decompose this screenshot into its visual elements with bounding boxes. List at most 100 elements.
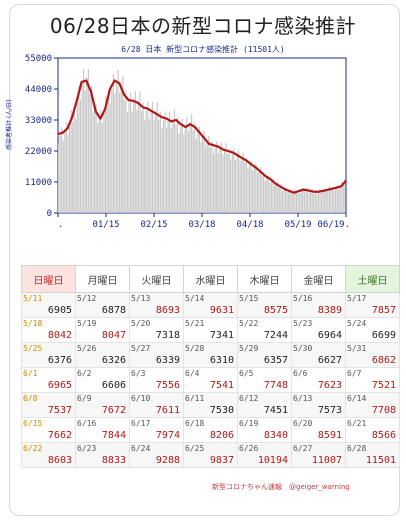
weekday-header: 金曜日 xyxy=(291,265,346,293)
day-estimate: 6699 xyxy=(371,330,396,341)
data-bar xyxy=(230,159,232,213)
data-bar xyxy=(90,86,93,213)
day-date: 6/27 xyxy=(293,444,313,453)
y-tick-label: 0 xyxy=(47,209,52,219)
calendar-day-cell: 5/25 6376 xyxy=(21,342,76,368)
data-bar xyxy=(306,188,309,213)
data-bar xyxy=(286,192,288,213)
day-estimate: 9631 xyxy=(209,305,234,316)
data-bar xyxy=(97,123,99,213)
y-tick-label: 22000 xyxy=(25,147,52,157)
calendar-day-cell: 5/11 6905 xyxy=(21,292,76,318)
data-bar xyxy=(166,127,168,213)
calendar-day-cell: 6/9 7672 xyxy=(75,392,130,418)
calendar-day-cell: 5/27 6339 xyxy=(129,342,184,368)
data-bar xyxy=(299,193,301,213)
data-bar xyxy=(151,101,154,213)
weekday-header: 水曜日 xyxy=(183,265,238,293)
data-bar xyxy=(137,100,139,213)
day-estimate: 7611 xyxy=(155,405,180,416)
data-bar xyxy=(183,134,185,213)
data-bar xyxy=(313,192,315,213)
calendar-week-row: 6/1 6965 6/2 6606 6/3 7556 6/4 7541 6/5 7748 6/6 76… xyxy=(21,367,400,393)
calendar-day-cell: 6/16 7844 xyxy=(75,417,130,443)
calendar-day-cell: 6/24 9288 xyxy=(129,442,184,468)
data-bar xyxy=(175,124,177,213)
calendar-day-cell: 6/5 7748 xyxy=(237,367,292,393)
data-bar xyxy=(325,191,327,213)
data-bar xyxy=(134,90,136,213)
data-bar xyxy=(217,153,219,213)
calendar-day-cell: 5/18 8042 xyxy=(21,317,76,343)
data-bar xyxy=(156,102,158,213)
calendar-day-cell: 6/20 8591 xyxy=(291,417,346,443)
day-date: 5/27 xyxy=(131,344,151,353)
day-date: 6/12 xyxy=(239,394,259,403)
day-estimate: 7521 xyxy=(371,380,396,391)
calendar-day-cell: 5/17 7857 xyxy=(345,292,400,318)
data-bar xyxy=(120,84,122,213)
calendar-header-row: 日曜日 月曜日 火曜日 水曜日 木曜日 金曜日 土曜日 xyxy=(21,265,400,293)
data-bar xyxy=(314,190,316,213)
x-tick-label: 03/18 xyxy=(188,220,215,230)
data-bar xyxy=(128,102,130,213)
day-date: 5/23 xyxy=(293,319,313,328)
day-date: 5/21 xyxy=(185,319,205,328)
x-tick-label: . xyxy=(58,220,63,230)
day-date: 6/5 xyxy=(239,369,254,378)
data-bar xyxy=(148,119,150,213)
calendar-day-cell: 6/11 7530 xyxy=(183,392,238,418)
day-date: 6/15 xyxy=(23,419,43,428)
data-bar xyxy=(186,117,188,213)
day-date: 6/14 xyxy=(347,394,367,403)
day-date: 6/25 xyxy=(185,444,205,453)
day-date: 5/28 xyxy=(185,344,205,353)
calendar-day-cell: 6/17 7974 xyxy=(129,417,184,443)
data-bar xyxy=(308,192,310,213)
calendar-day-cell: 6/10 7611 xyxy=(129,392,184,418)
data-bar xyxy=(233,149,235,213)
day-date: 5/20 xyxy=(131,319,151,328)
data-bar xyxy=(180,126,182,213)
day-estimate: 7672 xyxy=(101,405,126,416)
data-bar xyxy=(297,189,299,213)
data-bar xyxy=(202,136,204,213)
calendar-day-cell: 6/2 6606 xyxy=(75,367,130,393)
day-estimate: 7318 xyxy=(155,330,180,341)
day-date: 5/22 xyxy=(239,319,259,328)
day-date: 6/7 xyxy=(347,369,362,378)
day-estimate: 7573 xyxy=(317,405,342,416)
day-estimate: 6905 xyxy=(47,305,72,316)
day-estimate: 8833 xyxy=(101,455,126,466)
data-bar xyxy=(278,187,280,213)
day-estimate: 6376 xyxy=(47,355,72,366)
data-bar xyxy=(153,119,155,213)
day-date: 5/12 xyxy=(77,294,97,303)
x-tick-label: 01/15 xyxy=(92,220,119,230)
day-estimate: 6339 xyxy=(155,355,180,366)
calendar-table: 日曜日 月曜日 火曜日 水曜日 木曜日 金曜日 土曜日 5/11 6905 5/12 6878 5/… xyxy=(21,265,400,468)
day-date: 6/2 xyxy=(77,369,92,378)
data-bar xyxy=(173,109,175,213)
day-date: 5/26 xyxy=(77,344,97,353)
data-bar xyxy=(205,145,207,213)
data-bar xyxy=(269,182,271,213)
data-bar xyxy=(281,191,283,213)
data-bar xyxy=(272,179,274,213)
day-date: 5/24 xyxy=(347,319,367,328)
data-bar xyxy=(339,186,341,213)
calendar-day-cell: 5/13 8693 xyxy=(129,292,184,318)
data-bar xyxy=(172,118,174,213)
calendar-day-cell: 5/15 8575 xyxy=(237,292,292,318)
day-date: 6/9 xyxy=(77,394,92,403)
y-tick-label: 33000 xyxy=(25,116,52,126)
data-bar xyxy=(328,186,330,213)
data-bar xyxy=(302,187,304,213)
data-bar xyxy=(300,190,302,213)
day-estimate: 8591 xyxy=(317,430,342,441)
data-bar xyxy=(89,94,91,213)
data-bar xyxy=(140,111,143,213)
data-bar xyxy=(117,69,119,213)
data-bar xyxy=(219,147,221,213)
data-bar xyxy=(144,120,146,213)
